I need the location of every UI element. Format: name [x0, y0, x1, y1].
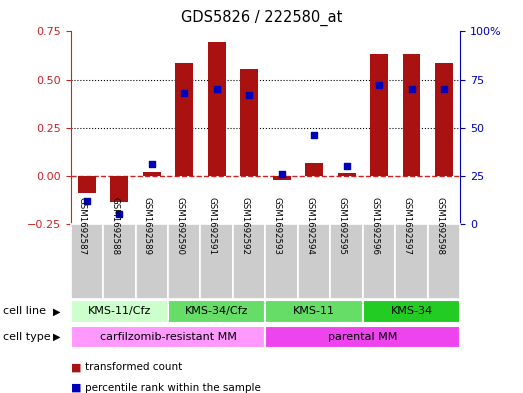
Text: GSM1692590: GSM1692590: [175, 197, 184, 255]
Bar: [435, 63, 453, 176]
Bar: [331, 224, 363, 299]
Point: [278, 171, 286, 177]
Text: transformed count: transformed count: [85, 362, 183, 372]
Point: [440, 86, 448, 92]
Bar: [135, 224, 168, 299]
Bar: [395, 224, 428, 299]
Text: GSM1692593: GSM1692593: [272, 197, 282, 255]
Bar: [233, 224, 266, 299]
Point: [310, 132, 319, 139]
Point: [212, 86, 221, 92]
Bar: [298, 224, 331, 299]
Bar: [110, 176, 128, 202]
Point: [83, 198, 91, 204]
Text: parental MM: parental MM: [328, 332, 397, 342]
Bar: [71, 300, 168, 323]
Text: GSM1692591: GSM1692591: [208, 197, 217, 255]
Bar: [363, 300, 460, 323]
Bar: [200, 224, 233, 299]
Bar: [240, 69, 258, 176]
Text: GSM1692598: GSM1692598: [435, 197, 444, 255]
Text: GSM1692588: GSM1692588: [110, 197, 119, 255]
Point: [245, 92, 253, 98]
Bar: [71, 325, 266, 349]
Text: ▶: ▶: [53, 307, 60, 316]
Text: KMS-11/Cfz: KMS-11/Cfz: [88, 307, 151, 316]
Bar: [78, 176, 96, 193]
Bar: [143, 172, 161, 176]
Bar: [305, 163, 323, 176]
Text: KMS-34: KMS-34: [391, 307, 433, 316]
Text: percentile rank within the sample: percentile rank within the sample: [85, 383, 261, 393]
Text: carfilzomib-resistant MM: carfilzomib-resistant MM: [99, 332, 236, 342]
Text: GSM1692595: GSM1692595: [337, 197, 347, 255]
Text: GSM1692592: GSM1692592: [240, 197, 249, 255]
Bar: [208, 42, 225, 176]
Bar: [403, 53, 420, 176]
Text: GSM1692594: GSM1692594: [305, 197, 314, 255]
Bar: [363, 224, 395, 299]
Text: cell type: cell type: [3, 332, 50, 342]
Bar: [370, 53, 388, 176]
Bar: [103, 224, 135, 299]
Point: [115, 211, 123, 217]
Bar: [428, 224, 460, 299]
Bar: [266, 300, 363, 323]
Bar: [168, 300, 266, 323]
Point: [375, 82, 383, 88]
Bar: [175, 63, 193, 176]
Bar: [338, 173, 356, 176]
Text: ■: ■: [71, 383, 81, 393]
Point: [147, 161, 156, 167]
Text: ■: ■: [71, 362, 81, 372]
Bar: [71, 224, 103, 299]
Text: ▶: ▶: [53, 332, 60, 342]
Point: [180, 90, 188, 96]
Text: GDS5826 / 222580_at: GDS5826 / 222580_at: [181, 9, 342, 26]
Bar: [272, 176, 291, 180]
Text: GSM1692587: GSM1692587: [78, 197, 87, 255]
Text: GSM1692597: GSM1692597: [403, 197, 412, 255]
Text: KMS-11: KMS-11: [293, 307, 335, 316]
Bar: [266, 224, 298, 299]
Text: GSM1692596: GSM1692596: [370, 197, 379, 255]
Bar: [168, 224, 200, 299]
Text: cell line: cell line: [3, 307, 46, 316]
Point: [343, 163, 351, 169]
Text: KMS-34/Cfz: KMS-34/Cfz: [185, 307, 248, 316]
Point: [407, 86, 416, 92]
Text: GSM1692589: GSM1692589: [143, 197, 152, 255]
Bar: [266, 325, 460, 349]
